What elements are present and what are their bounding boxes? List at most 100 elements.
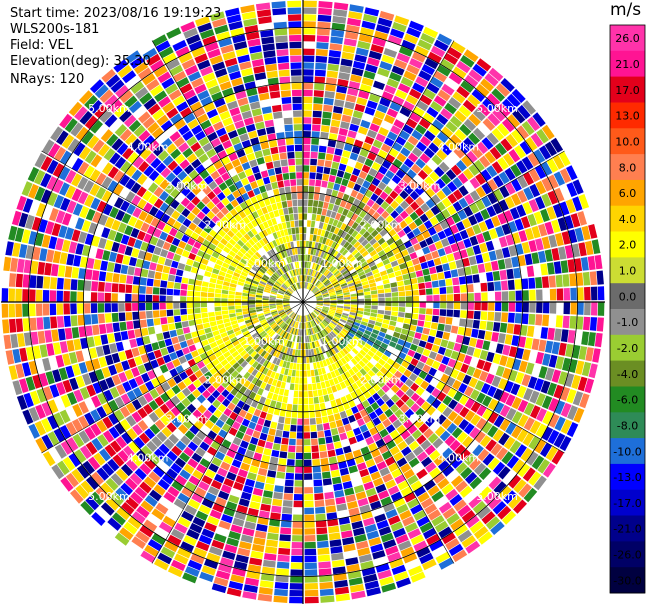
velocity-gate: [476, 233, 485, 244]
velocity-gate: [190, 142, 202, 153]
velocity-gate: [363, 365, 371, 373]
velocity-gate: [326, 386, 333, 395]
velocity-gate: [224, 162, 234, 172]
velocity-gate: [473, 159, 485, 172]
velocity-gate: [271, 275, 278, 281]
velocity-gate: [474, 292, 481, 301]
velocity-gate: [133, 124, 146, 137]
velocity-gate: [475, 417, 487, 430]
velocity-gate: [134, 486, 148, 499]
velocity-gate: [513, 267, 521, 279]
velocity-gate: [463, 137, 475, 150]
velocity-gate: [125, 496, 139, 510]
velocity-gate: [209, 341, 218, 349]
velocity-gate: [35, 289, 43, 302]
velocity-gate: [260, 170, 269, 178]
velocity-gate: [75, 484, 89, 500]
velocity-gate: [39, 248, 48, 262]
velocity-gate: [288, 341, 293, 348]
velocity-gate: [330, 249, 336, 256]
velocity-gate: [280, 251, 286, 259]
velocity-gate: [579, 393, 590, 409]
velocity-gate: [245, 514, 258, 523]
velocity-gate: [379, 191, 389, 201]
velocity-gate: [104, 216, 115, 229]
velocity-gate: [270, 371, 276, 379]
velocity-gate: [421, 64, 436, 76]
velocity-gate: [314, 291, 321, 296]
velocity-gate: [304, 562, 317, 570]
velocity-gate: [326, 285, 333, 290]
velocity-gate: [481, 137, 494, 150]
velocity-gate: [159, 190, 169, 202]
velocity-gate: [120, 234, 130, 245]
velocity-gate: [207, 404, 217, 414]
velocity-gate: [358, 360, 366, 368]
velocity-gate: [203, 125, 215, 136]
velocity-gate: [275, 253, 281, 261]
velocity-gate: [372, 268, 380, 275]
velocity-gate: [289, 48, 302, 56]
velocity-gate: [277, 328, 283, 335]
velocity-gate: [65, 365, 75, 379]
velocity-gate: [221, 423, 231, 433]
velocity-gate: [257, 270, 264, 276]
velocity-gate: [330, 546, 343, 554]
velocity-gate: [367, 57, 380, 67]
velocity-gate: [114, 422, 126, 435]
velocity-gate: [503, 210, 514, 222]
velocity-gate: [511, 396, 522, 410]
velocity-gate: [170, 462, 182, 474]
velocity-gate: [395, 275, 403, 282]
velocity-gate: [430, 273, 438, 281]
velocity-gate: [195, 447, 206, 457]
velocity-gate: [276, 230, 282, 238]
velocity-gate: [437, 230, 447, 240]
velocity-gate: [309, 342, 313, 349]
velocity-gate: [152, 109, 165, 121]
velocity-gate: [364, 291, 371, 296]
velocity-gate: [459, 485, 473, 498]
velocity-gate: [228, 309, 236, 314]
velocity-gate: [384, 310, 392, 316]
velocity-gate: [359, 210, 367, 219]
velocity-gate: [324, 318, 331, 324]
velocity-gate: [131, 511, 146, 524]
velocity-gate: [264, 312, 271, 317]
velocity-gate: [306, 315, 310, 322]
velocity-gate: [442, 507, 456, 520]
velocity-gate: [131, 454, 143, 467]
velocity-gate: [440, 302, 447, 309]
velocity-gate: [260, 341, 267, 348]
velocity-gate: [282, 375, 288, 382]
velocity-gate: [202, 142, 213, 153]
velocity-gate: [535, 277, 543, 289]
velocity-gate: [339, 200, 347, 208]
velocity-gate: [201, 281, 209, 287]
velocity-gate: [185, 367, 194, 377]
velocity-gate: [449, 494, 463, 506]
velocity-gate: [130, 491, 144, 505]
velocity-gate: [326, 408, 333, 416]
velocity-gate: [382, 434, 393, 444]
velocity-gate: [263, 289, 271, 294]
velocity-gate: [352, 168, 361, 177]
velocity-gate: [290, 220, 295, 228]
velocity-gate: [128, 119, 142, 133]
velocity-gate: [472, 108, 486, 122]
velocity-gate: [277, 336, 283, 344]
velocity-gate: [398, 351, 407, 360]
velocity-gate: [343, 143, 353, 152]
velocity-gate: [398, 307, 406, 313]
velocity-gate: [337, 254, 344, 261]
velocity-gate: [508, 494, 522, 509]
velocity-gate: [228, 184, 238, 193]
velocity-gate: [262, 304, 269, 307]
velocity-gate: [72, 203, 83, 216]
velocity-gate: [134, 267, 142, 277]
velocity-gate: [336, 309, 343, 313]
velocity-gate: [178, 52, 193, 64]
velocity-gate: [390, 316, 398, 322]
velocity-gate: [486, 205, 497, 218]
velocity-gate: [335, 261, 342, 268]
